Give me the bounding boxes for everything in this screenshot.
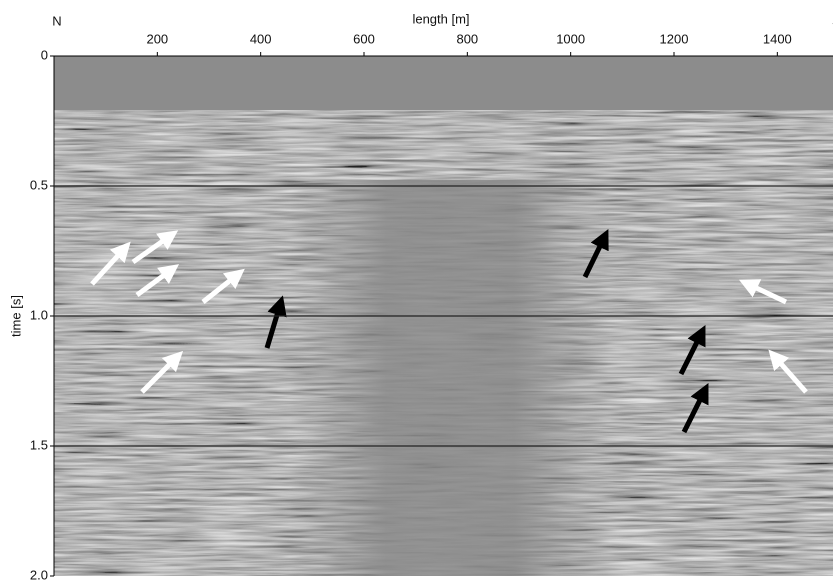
x-tick-label: 1400 (763, 31, 792, 46)
x-tick-label: 400 (250, 31, 272, 46)
arrow-black (681, 383, 709, 434)
x-tick-label: 1000 (556, 31, 585, 46)
arrow-white (90, 241, 131, 286)
arrow-white (738, 279, 788, 305)
x-tick-label: 200 (146, 31, 168, 46)
arrow-white (140, 350, 184, 394)
y-tick-label: 0.5 (30, 177, 48, 192)
x-tick-label: 1200 (660, 31, 689, 46)
x-axis-title: length [m] (412, 11, 469, 26)
left-label: N (52, 13, 61, 28)
y-tick-label: 0 (41, 47, 48, 62)
arrow-white (768, 349, 808, 394)
shallow-band (54, 56, 833, 110)
quiet-zone (290, 180, 610, 576)
arrow-black (582, 229, 609, 279)
arrow-white (201, 268, 245, 304)
arrows (90, 229, 808, 434)
arrow-white (131, 230, 179, 265)
y-axis-title: time [s] (8, 295, 23, 337)
x-tick-label: 800 (456, 31, 478, 46)
arrow-white (135, 264, 180, 298)
arrow-black (264, 295, 287, 349)
y-tick-label: 1.5 (30, 437, 48, 452)
arrow-black (678, 325, 706, 376)
y-tick-label: 1.0 (30, 307, 48, 322)
y-tick-label: 2.0 (30, 567, 48, 580)
x-tick-label: 600 (353, 31, 375, 46)
